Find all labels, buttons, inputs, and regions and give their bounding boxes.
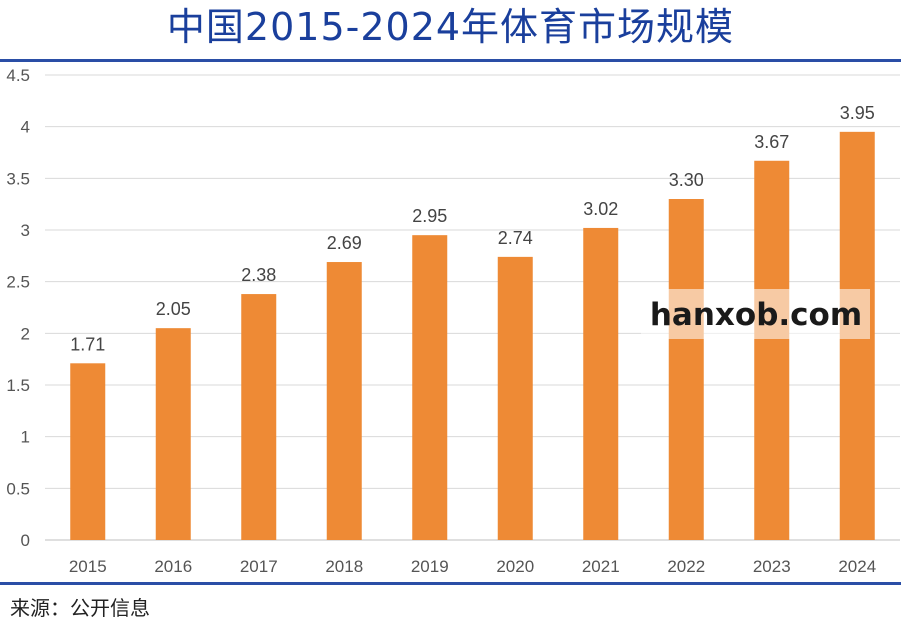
y-tick-label: 4.5 xyxy=(6,66,30,85)
data-label: 3.95 xyxy=(840,103,875,123)
y-tick-label: 1.5 xyxy=(6,376,30,395)
data-label: 3.67 xyxy=(754,132,789,152)
footer-divider xyxy=(0,582,901,585)
data-label: 2.95 xyxy=(412,206,447,226)
bar-2017 xyxy=(241,294,277,540)
bar-chart: 0 0.5 1 1.5 2 2.5 3 3.5 4 4.5 1.71 2.05 2.38 2.69 2.9… xyxy=(6,66,900,576)
chart-title: 中国2015-2024年体育市场规模 xyxy=(166,5,735,49)
bar-2018 xyxy=(326,262,362,540)
x-tick-label: 2021 xyxy=(582,557,620,576)
x-tick-label: 2023 xyxy=(753,557,791,576)
y-tick-label: 0.5 xyxy=(6,479,30,498)
x-tick-label: 2017 xyxy=(240,557,278,576)
y-tick-label: 4 xyxy=(21,118,30,137)
y-tick-label: 1 xyxy=(21,428,30,447)
data-label: 2.05 xyxy=(156,299,191,319)
bar-2023 xyxy=(754,160,790,540)
data-label: 2.74 xyxy=(498,228,533,248)
y-axis-ticks: 0 0.5 1 1.5 2 2.5 3 3.5 4 4.5 xyxy=(6,66,30,550)
title-divider xyxy=(0,59,901,62)
y-tick-label: 3.5 xyxy=(6,169,30,188)
y-tick-label: 3 xyxy=(21,221,30,240)
bar-2016 xyxy=(155,328,191,540)
data-labels: 1.71 2.05 2.38 2.69 2.95 2.74 3.02 3.30 3.67 3.95 xyxy=(70,103,875,354)
data-label: 2.38 xyxy=(241,265,276,285)
y-tick-label: 2 xyxy=(21,324,30,343)
x-tick-label: 2024 xyxy=(838,557,876,576)
data-label: 3.30 xyxy=(669,170,704,190)
y-tick-label: 2.5 xyxy=(6,273,30,292)
data-label: 3.02 xyxy=(583,199,618,219)
watermark-band xyxy=(641,289,870,339)
watermark-text: hanxob.com xyxy=(650,297,862,333)
bar-2019 xyxy=(412,235,448,540)
x-tick-label: 2020 xyxy=(496,557,534,576)
x-tick-label: 2016 xyxy=(154,557,192,576)
x-tick-label: 2022 xyxy=(667,557,705,576)
data-label: 2.69 xyxy=(327,233,362,253)
bar-2015 xyxy=(70,363,106,540)
bar-2021 xyxy=(583,227,619,540)
bar-2020 xyxy=(497,256,533,540)
source-note: 来源：公开信息 xyxy=(10,596,150,620)
x-tick-label: 2018 xyxy=(325,557,363,576)
x-axis-ticks: 2015 2016 2017 2018 2019 2020 2021 2022 2023 2024 xyxy=(69,557,876,576)
watermark: hanxob.com xyxy=(641,289,870,339)
y-tick-label: 0 xyxy=(21,531,30,550)
data-label: 1.71 xyxy=(70,334,105,354)
bar-2022 xyxy=(668,199,704,540)
x-tick-label: 2019 xyxy=(411,557,449,576)
x-tick-label: 2015 xyxy=(69,557,107,576)
